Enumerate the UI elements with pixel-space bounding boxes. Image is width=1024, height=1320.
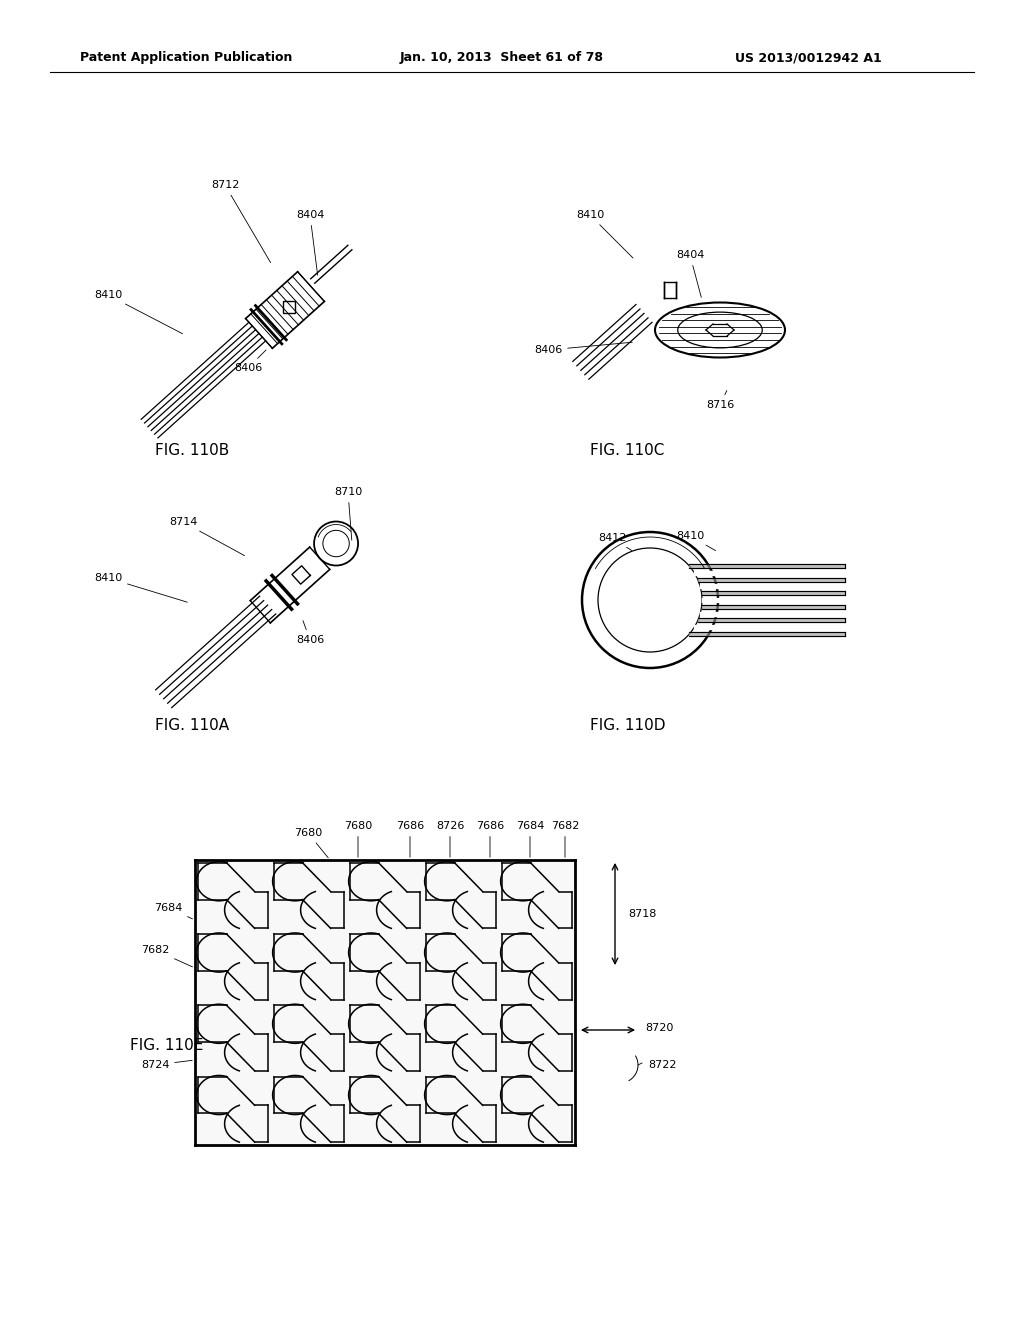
Text: 8718: 8718	[628, 909, 656, 919]
Bar	[195, 861, 575, 1144]
Text: 7682: 7682	[551, 821, 580, 857]
Text: FIG. 110A: FIG. 110A	[155, 718, 229, 733]
Text: 8404: 8404	[676, 249, 705, 297]
FancyBboxPatch shape	[283, 301, 295, 313]
Text: 8724: 8724	[140, 1060, 193, 1071]
Text: 7686: 7686	[396, 821, 424, 857]
Text: Patent Application Publication: Patent Application Publication	[80, 51, 293, 65]
Text: FIG. 110E: FIG. 110E	[130, 1038, 204, 1053]
Text: FIG. 110C: FIG. 110C	[590, 444, 665, 458]
Text: 7684: 7684	[154, 903, 193, 919]
Text: 7680: 7680	[344, 821, 372, 857]
Text: 8404: 8404	[296, 210, 325, 276]
Text: US 2013/0012942 A1: US 2013/0012942 A1	[735, 51, 882, 65]
Text: 8716: 8716	[706, 391, 734, 411]
Text: Jan. 10, 2013  Sheet 61 of 78: Jan. 10, 2013 Sheet 61 of 78	[400, 51, 604, 65]
Text: 8410: 8410	[575, 210, 633, 257]
Text: 8714: 8714	[169, 517, 245, 556]
Text: 7684: 7684	[516, 821, 544, 857]
Text: 8406: 8406	[534, 342, 632, 355]
Text: 8726: 8726	[436, 821, 464, 857]
Text: 8712: 8712	[211, 180, 270, 263]
Text: FIG. 110D: FIG. 110D	[590, 718, 666, 733]
Text: 8710: 8710	[334, 487, 362, 540]
Text: 8410: 8410	[94, 573, 187, 602]
Text: 7686: 7686	[476, 821, 504, 857]
Text: 8410: 8410	[676, 531, 716, 550]
Text: 8406: 8406	[233, 350, 266, 374]
Text: 7680: 7680	[294, 828, 329, 858]
Text: 8410: 8410	[94, 290, 182, 334]
Text: 8406: 8406	[296, 620, 325, 645]
Text: 8720: 8720	[645, 1023, 674, 1034]
Text: 7682: 7682	[141, 945, 193, 966]
Text: 8722: 8722	[648, 1060, 677, 1071]
Text: 8412: 8412	[598, 533, 632, 550]
Text: FIG. 110B: FIG. 110B	[155, 444, 229, 458]
